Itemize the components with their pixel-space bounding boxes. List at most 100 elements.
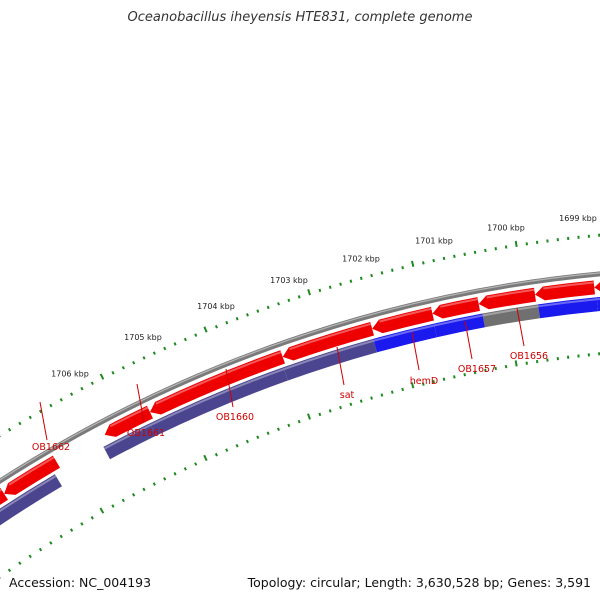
minor-tick [225,320,229,325]
minor-tick [277,427,280,431]
forward-gene-arrow-sheen [289,322,372,351]
gene-label: OB1660 [216,412,254,423]
forward-gene-arrow-sheen [486,288,535,299]
gene-box-sheen [283,339,375,371]
major-tick [307,289,311,296]
minor-tick [349,402,353,407]
gene-box [103,423,156,460]
minor-tick [194,333,198,337]
minor-tick [339,282,342,286]
major-tick [99,373,105,380]
minor-tick [432,379,435,384]
minor-tick [173,342,177,346]
kbp-label: 1705 kbp [124,333,162,342]
forward-gene-arrow [4,455,60,495]
minor-tick [287,423,291,428]
minor-tick [59,398,63,402]
minor-tick [297,419,301,424]
minor-tick [235,443,239,448]
minor-tick [214,452,218,457]
minor-tick [318,412,322,417]
minor-tick [7,568,12,573]
gene-leader-line [225,368,234,408]
gene-label: OB1657 [458,364,496,375]
minor-tick [328,285,332,289]
gene-label: OB1662 [32,442,70,453]
minor-tick [463,372,466,377]
minor-tick [90,381,94,386]
minor-tick [401,266,404,270]
minor-tick [152,482,156,486]
gene-leader-line [136,383,145,423]
gene-labels: OB1662 OB1661 OB1660 sat hemD OB1657 OB1656 [32,307,548,453]
minor-tick [246,313,249,317]
minor-tick [277,302,280,306]
minor-tick [18,421,22,426]
kbp-label: 1700 kbp [487,223,525,232]
minor-tick [359,399,363,403]
gene-box-sheen [103,424,152,450]
gene-box-sheen [0,475,57,513]
forward-gene-arrow [0,487,8,505]
minor-tick [152,351,156,355]
forward-gene-arrow [534,280,595,301]
minor-tick [90,516,94,520]
minor-tick [349,279,353,283]
minor-tick [422,261,425,265]
minor-tick [28,554,32,559]
minor-tick [359,276,363,281]
gene-box [433,313,485,338]
minor-tick [401,387,404,392]
minor-tick [142,356,146,360]
minor-tick [111,371,115,375]
forward-gene-arrow-sheen [543,281,594,290]
minor-tick [287,298,291,303]
gene-box [596,296,600,312]
minor-tick [132,493,136,497]
forward-gene-arrow [594,282,600,292]
gene-box [0,474,62,526]
minor-tick [266,431,270,435]
kbp-label: 1701 kbp [415,237,453,246]
gene-leader-line [39,401,48,441]
gene-box [149,367,288,436]
minor-tick [70,392,74,396]
forward-gene-arrow-sheen [0,488,3,492]
scale-ticks [0,233,600,579]
gene-label: OB1661 [127,428,165,439]
minor-tick [504,365,508,369]
minor-tick [69,528,74,532]
minor-tick [484,368,487,373]
minor-tick [256,435,260,440]
gene-box [482,304,540,328]
genome-backbone [0,271,600,485]
minor-tick [235,316,239,321]
minor-tick [390,390,394,394]
major-tick [410,382,415,389]
gene-box-sheen [434,314,483,327]
minor-tick [225,448,229,452]
forward-gene-arrow-sheen [379,307,432,323]
minor-tick [111,504,115,508]
minor-tick [49,403,53,408]
forward-gene-arrow [432,297,480,319]
minor-tick [7,427,12,432]
minor-tick [453,254,456,258]
minor-tick [442,377,446,381]
minor-tick [370,396,373,400]
major-tick [411,260,415,267]
minor-tick [473,250,477,255]
minor-tick [442,256,446,261]
gene-label: OB1656 [510,351,548,362]
minor-tick [297,295,301,299]
minor-tick [163,477,167,481]
gene-leader-line [516,307,525,347]
forward-gene-arrow-sheen [155,351,282,405]
major-tick [203,326,208,333]
major-tick [514,360,518,367]
minor-tick [453,375,456,379]
minor-tick [121,365,125,370]
accession-text: Accession: NC_004193 [9,575,152,590]
